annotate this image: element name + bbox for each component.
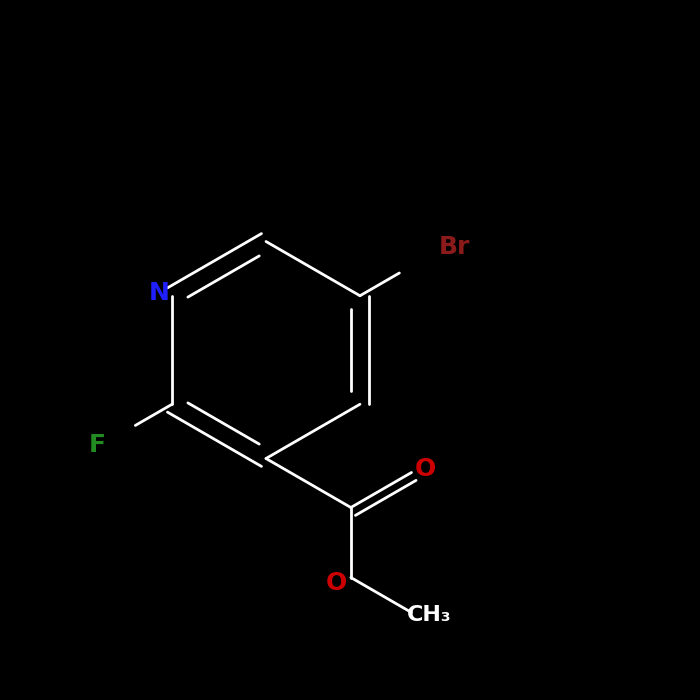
Text: Br: Br (438, 234, 470, 259)
Text: F: F (88, 433, 106, 457)
Text: O: O (415, 457, 436, 481)
Text: CH₃: CH₃ (407, 605, 452, 624)
Text: O: O (326, 571, 347, 595)
Text: N: N (149, 281, 170, 305)
